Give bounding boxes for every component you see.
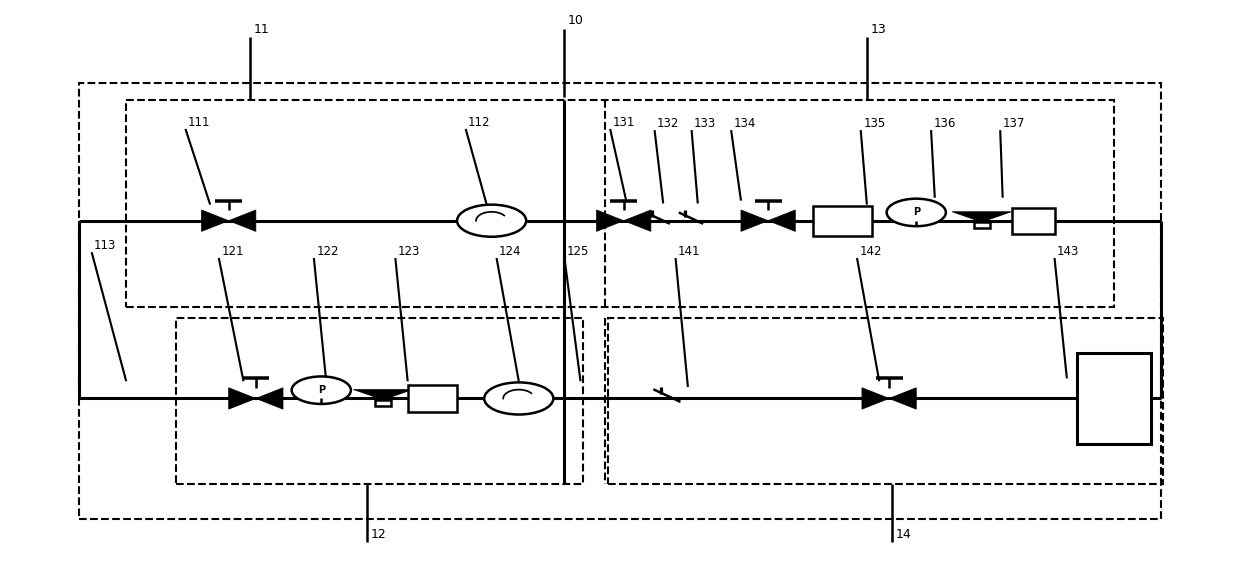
Polygon shape xyxy=(624,210,651,232)
Text: 121: 121 xyxy=(221,245,244,258)
Text: P: P xyxy=(913,207,920,218)
Polygon shape xyxy=(255,388,283,409)
Polygon shape xyxy=(952,212,1012,222)
Bar xyxy=(126,100,1114,307)
Polygon shape xyxy=(596,210,624,232)
Bar xyxy=(79,83,1161,519)
Text: 134: 134 xyxy=(734,117,756,130)
Bar xyxy=(608,318,1163,485)
Text: P: P xyxy=(317,385,325,395)
Text: 143: 143 xyxy=(1056,245,1079,258)
Text: 131: 131 xyxy=(613,116,635,129)
Bar xyxy=(973,222,990,228)
Text: 10: 10 xyxy=(568,14,584,27)
Polygon shape xyxy=(862,388,889,409)
Text: 124: 124 xyxy=(498,245,522,258)
Bar xyxy=(1012,208,1055,233)
Polygon shape xyxy=(742,210,768,232)
Bar xyxy=(374,400,391,406)
Bar xyxy=(408,384,458,412)
Circle shape xyxy=(887,199,946,226)
Text: 13: 13 xyxy=(870,23,887,36)
Text: 136: 136 xyxy=(934,117,956,130)
Circle shape xyxy=(484,382,553,415)
Text: 11: 11 xyxy=(253,23,269,36)
Text: 137: 137 xyxy=(1003,117,1025,130)
Text: 133: 133 xyxy=(694,117,717,130)
Text: 113: 113 xyxy=(94,239,117,252)
Polygon shape xyxy=(202,210,228,232)
Text: 123: 123 xyxy=(398,245,420,258)
Text: 12: 12 xyxy=(371,527,387,541)
Polygon shape xyxy=(768,210,795,232)
Text: 125: 125 xyxy=(567,245,589,258)
Bar xyxy=(176,318,583,485)
Text: 111: 111 xyxy=(188,116,211,129)
Circle shape xyxy=(458,204,526,237)
Bar xyxy=(1076,353,1151,444)
Text: 135: 135 xyxy=(863,117,885,130)
Text: 112: 112 xyxy=(469,116,491,129)
Polygon shape xyxy=(353,390,413,400)
Text: 141: 141 xyxy=(678,245,701,258)
Text: 14: 14 xyxy=(895,527,911,541)
Circle shape xyxy=(291,376,351,404)
Polygon shape xyxy=(228,388,255,409)
Bar xyxy=(812,206,872,236)
Text: 132: 132 xyxy=(657,117,680,130)
Text: 122: 122 xyxy=(316,245,339,258)
Polygon shape xyxy=(889,388,916,409)
Polygon shape xyxy=(228,210,255,232)
Text: 142: 142 xyxy=(859,245,882,258)
